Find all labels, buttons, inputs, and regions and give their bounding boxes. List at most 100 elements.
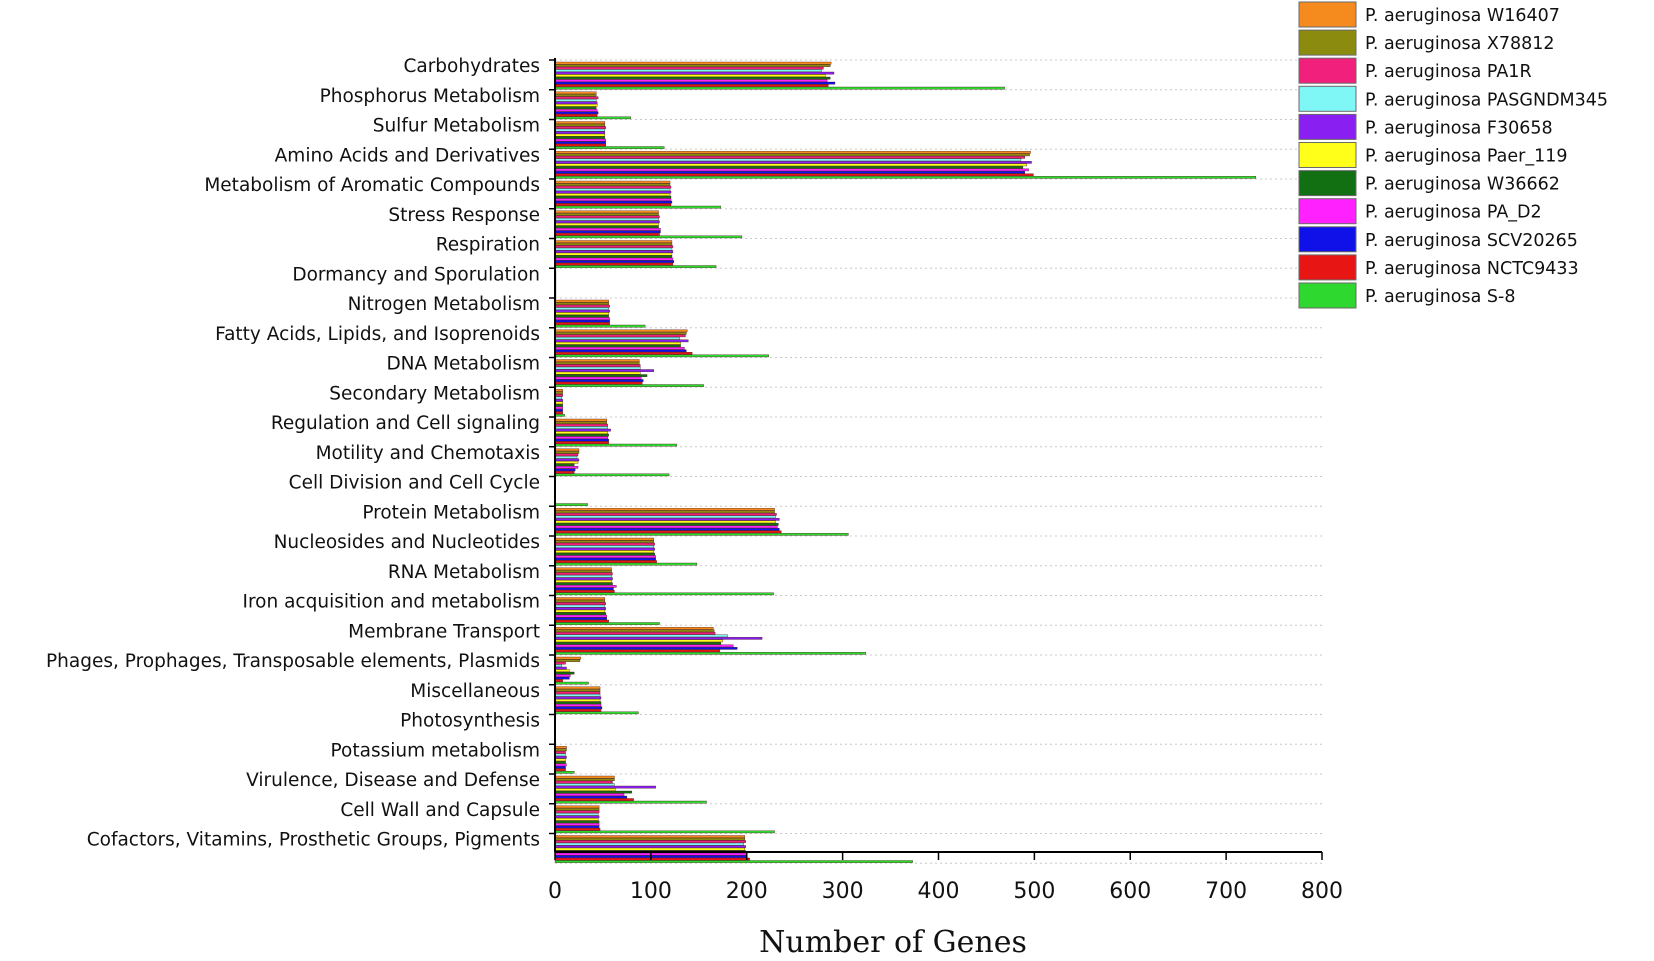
x-axis-title: Number of Genes: [759, 925, 1027, 960]
bar-p-aeruginosa-w36662-protein-metabolism: [554, 523, 779, 526]
bar-p-aeruginosa-w36662-carbohydrates: [554, 76, 831, 80]
bar-p-aeruginosa-scv20265-regulation-and-cell-signaling: [554, 438, 609, 442]
x-tick-label-300: 300: [822, 879, 864, 904]
bar-p-aeruginosa-s-8-iron-acquisition-and-metabolism: [554, 622, 660, 625]
bar-p-aeruginosa-scv20265-carbohydrates: [554, 81, 836, 85]
bar-p-aeruginosa-pa-d2-potassium-metabolism: [554, 763, 567, 767]
bar-p-aeruginosa-pa1r-carbohydrates: [554, 66, 824, 70]
bar-p-aeruginosa-s-8-cell-wall-and-capsule: [554, 830, 775, 834]
category-label-amino-acids-and-derivatives: Amino Acids and Derivatives: [275, 145, 540, 166]
bar-p-aeruginosa-scv20265-stress-response: [554, 230, 661, 234]
bar-p-aeruginosa-f30658-miscellaneous: [554, 696, 602, 700]
bar-p-aeruginosa-pasgndm345-nucleosides-and-nucleotides: [554, 545, 654, 548]
bar-p-aeruginosa-paer-119-carbohydrates: [554, 74, 826, 77]
bar-p-aeruginosa-w16407-nucleosides-and-nucleotides: [554, 537, 654, 541]
bar-p-aeruginosa-pa1r-cofactors-vitamins-prosthetic-groups-pigments: [554, 840, 746, 843]
bar-p-aeruginosa-nctc9433-motility-and-chemotaxis: [554, 471, 575, 474]
category-label-miscellaneous: Miscellaneous: [410, 681, 540, 702]
bar-p-aeruginosa-f30658-regulation-and-cell-signaling: [554, 428, 611, 432]
legend-swatch-p-aeruginosa-pa-d2: [1298, 198, 1357, 225]
bar-p-aeruginosa-x78812-motility-and-chemotaxis: [554, 451, 580, 454]
bar-p-aeruginosa-pasgndm345-protein-metabolism: [554, 515, 776, 519]
bar-p-aeruginosa-nctc9433-respiration: [554, 262, 674, 266]
bar-p-aeruginosa-scv20265-iron-acquisition-and-metabolism: [554, 617, 607, 620]
bar-p-aeruginosa-pa1r-sulfur-metabolism: [554, 126, 606, 129]
bar-p-aeruginosa-x78812-nitrogen-metabolism: [554, 302, 609, 305]
bar-p-aeruginosa-pasgndm345-stress-response: [554, 218, 659, 221]
bar-p-aeruginosa-pa1r-potassium-metabolism: [554, 751, 566, 754]
legend-swatch-p-aeruginosa-x78812: [1298, 29, 1357, 56]
legend-label-p-aeruginosa-s-8: P. aeruginosa S-8: [1365, 287, 1515, 307]
bar-p-aeruginosa-x78812-miscellaneous: [554, 689, 601, 692]
bar-p-aeruginosa-pasgndm345-carbohydrates: [554, 69, 822, 72]
bar-p-aeruginosa-w16407-fatty-acids-lipids-and-isoprenoids: [554, 329, 688, 333]
bar-p-aeruginosa-paer-119-virulence-disease-and-defense: [554, 788, 616, 791]
category-label-photosynthesis: Photosynthesis: [400, 711, 540, 732]
bar-p-aeruginosa-w36662-cell-wall-and-capsule: [554, 820, 600, 824]
x-tick-label-0: 0: [548, 879, 562, 904]
bar-p-aeruginosa-w16407-protein-metabolism: [554, 508, 775, 511]
bar-p-aeruginosa-x78812-carbohydrates: [554, 64, 831, 67]
bar-p-aeruginosa-w16407-iron-acquisition-and-metabolism: [554, 597, 606, 600]
bar-p-aeruginosa-s-8-rna-metabolism: [554, 592, 774, 596]
bar-p-aeruginosa-scv20265-rna-metabolism: [554, 587, 614, 591]
bar-p-aeruginosa-s-8-protein-metabolism: [554, 533, 849, 536]
bar-p-aeruginosa-scv20265-sulfur-metabolism: [554, 141, 606, 144]
bar-p-aeruginosa-pasgndm345-nitrogen-metabolism: [554, 307, 609, 310]
bar-p-aeruginosa-pasgndm345-fatty-acids-lipids-and-isoprenoids: [554, 337, 680, 340]
bar-p-aeruginosa-s-8-secondary-metabolism: [554, 414, 565, 417]
bar-p-aeruginosa-x78812-dna-metabolism: [554, 361, 640, 365]
bar-p-aeruginosa-w16407-phages-prophages-transposable-elements-plasmids: [554, 656, 582, 660]
axes: [549, 58, 1323, 860]
bar-p-aeruginosa-scv20265-cell-wall-and-capsule: [554, 825, 600, 829]
legend-swatch-p-aeruginosa-scv20265: [1298, 226, 1357, 253]
bar-p-aeruginosa-w36662-nitrogen-metabolism: [554, 314, 609, 318]
bar-p-aeruginosa-s-8-nucleosides-and-nucleotides: [554, 562, 698, 566]
bar-p-aeruginosa-scv20265-virulence-disease-and-defense: [554, 795, 628, 799]
category-label-rna-metabolism: RNA Metabolism: [388, 562, 540, 583]
category-label-membrane-transport: Membrane Transport: [348, 621, 540, 642]
bar-p-aeruginosa-pa-d2-secondary-metabolism: [554, 406, 563, 410]
bar-p-aeruginosa-f30658-secondary-metabolism: [554, 399, 563, 402]
bar-p-aeruginosa-pasgndm345-regulation-and-cell-signaling: [554, 426, 608, 429]
bar-p-aeruginosa-x78812-phosphorus-metabolism: [554, 94, 597, 97]
bar-p-aeruginosa-s-8-metabolism-of-aromatic-compounds: [554, 205, 722, 209]
bar-p-aeruginosa-nctc9433-cell-wall-and-capsule: [554, 828, 601, 831]
legend-swatch-p-aeruginosa-s-8: [1298, 282, 1357, 309]
bar-p-aeruginosa-x78812-iron-acquisition-and-metabolism: [554, 599, 606, 603]
bar-p-aeruginosa-nctc9433-miscellaneous: [554, 709, 602, 712]
bar-p-aeruginosa-pa-d2-regulation-and-cell-signaling: [554, 436, 608, 439]
bar-p-aeruginosa-pa-d2-membrane-transport: [554, 644, 734, 648]
bar-p-aeruginosa-f30658-respiration: [554, 250, 674, 253]
bar-p-aeruginosa-s-8-membrane-transport: [554, 652, 866, 655]
bar-p-aeruginosa-f30658-phages-prophages-transposable-elements-plasmids: [554, 666, 567, 670]
bar-p-aeruginosa-pasgndm345-membrane-transport: [554, 634, 728, 638]
category-label-virulence-disease-and-defense: Virulence, Disease and Defense: [246, 770, 540, 791]
bar-p-aeruginosa-f30658-protein-metabolism: [554, 518, 780, 521]
bar-p-aeruginosa-pa-d2-motility-and-chemotaxis: [554, 466, 579, 469]
bar-p-aeruginosa-w36662-regulation-and-cell-signaling: [554, 433, 609, 437]
category-label-nucleosides-and-nucleotides: Nucleosides and Nucleotides: [274, 532, 540, 553]
legend-swatch-p-aeruginosa-w36662: [1298, 170, 1357, 197]
bar-p-aeruginosa-f30658-rna-metabolism: [554, 577, 613, 581]
bar-p-aeruginosa-pa-d2-phages-prophages-transposable-elements-plasmids: [554, 674, 571, 677]
bar-p-aeruginosa-pa-d2-virulence-disease-and-defense: [554, 793, 625, 796]
bar-p-aeruginosa-w36662-stress-response: [554, 225, 659, 229]
bar-p-aeruginosa-f30658-cofactors-vitamins-prosthetic-groups-pigments: [554, 845, 746, 848]
bar-p-aeruginosa-w16407-cofactors-vitamins-prosthetic-groups-pigments: [554, 835, 746, 838]
bar-p-aeruginosa-scv20265-membrane-transport: [554, 647, 738, 650]
category-label-cell-division-and-cell-cycle: Cell Division and Cell Cycle: [289, 473, 540, 494]
category-label-secondary-metabolism: Secondary Metabolism: [329, 383, 540, 404]
bar-p-aeruginosa-scv20265-secondary-metabolism: [554, 409, 563, 412]
category-label-phosphorus-metabolism: Phosphorus Metabolism: [320, 86, 540, 107]
bar-p-aeruginosa-w36662-metabolism-of-aromatic-compounds: [554, 195, 672, 199]
bar-p-aeruginosa-s-8-cell-division-and-cell-cycle: [554, 503, 588, 506]
bar-p-aeruginosa-w16407-rna-metabolism: [554, 567, 612, 571]
bar-p-aeruginosa-scv20265-motility-and-chemotaxis: [554, 468, 576, 472]
category-label-potassium-metabolism: Potassium metabolism: [331, 740, 540, 761]
bar-p-aeruginosa-pa-d2-sulfur-metabolism: [554, 138, 606, 142]
bar-p-aeruginosa-pa1r-phosphorus-metabolism: [554, 96, 599, 100]
bar-p-aeruginosa-w16407-miscellaneous: [554, 686, 601, 690]
bar-p-aeruginosa-pa1r-dna-metabolism: [554, 364, 641, 367]
